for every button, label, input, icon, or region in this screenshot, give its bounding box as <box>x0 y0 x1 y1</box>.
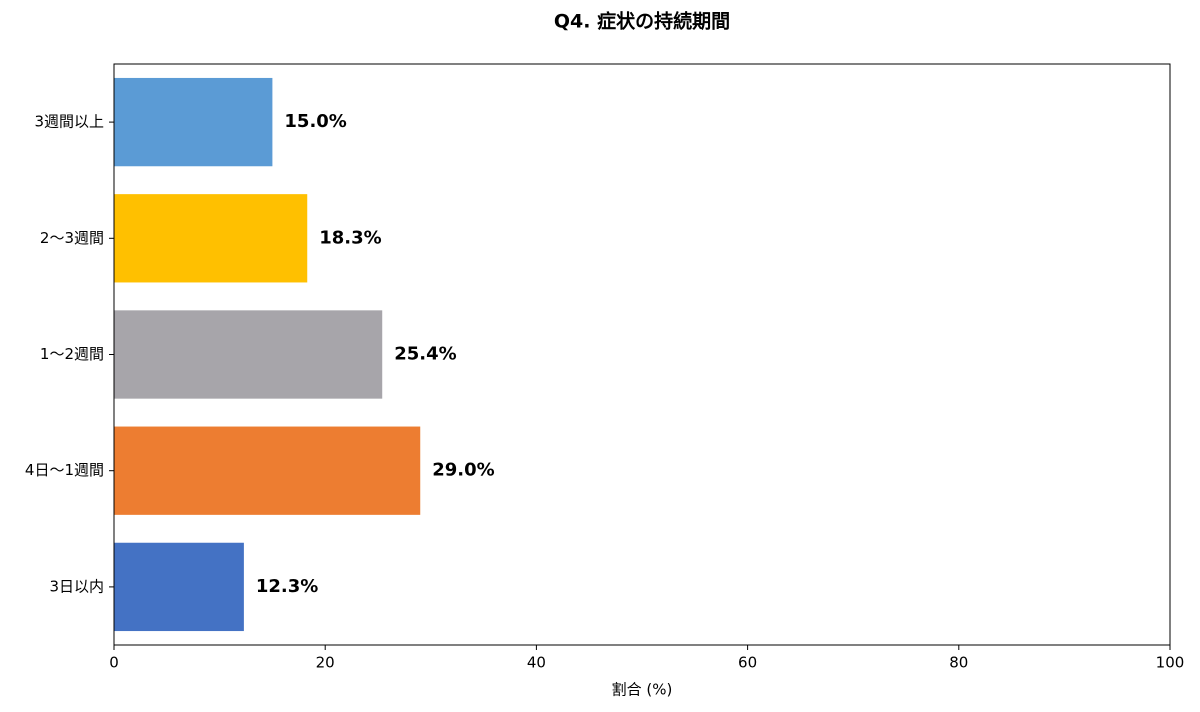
plot-frame <box>113 63 1171 646</box>
y-tick-label: 3日以内 <box>49 577 104 595</box>
bar <box>114 426 421 515</box>
value-label: 12.3% <box>256 576 318 597</box>
x-tick-label: 0 <box>109 654 119 672</box>
x-tick-label: 60 <box>738 654 757 672</box>
bar <box>114 194 308 283</box>
bar <box>114 77 273 167</box>
y-tick-label: 4日〜1週間 <box>25 461 104 479</box>
value-label: 15.0% <box>284 111 346 132</box>
x-tick-label: 20 <box>316 654 335 672</box>
value-label: 25.4% <box>394 344 456 365</box>
value-label: 18.3% <box>319 227 381 248</box>
x-tick-label: 100 <box>1156 654 1185 672</box>
y-tick-label: 1〜2週間 <box>40 345 104 363</box>
bar <box>114 310 383 399</box>
x-tick-label: 80 <box>949 654 968 672</box>
chart-title: Q4. 症状の持続期間 <box>554 10 730 33</box>
bar <box>114 542 244 632</box>
y-tick-label: 3週間以上 <box>34 113 104 131</box>
x-axis-label: 割合 (%) <box>612 681 673 699</box>
x-tick-label: 40 <box>527 654 546 672</box>
y-tick-label: 2〜3週間 <box>40 229 104 247</box>
value-label: 29.0% <box>432 460 494 481</box>
